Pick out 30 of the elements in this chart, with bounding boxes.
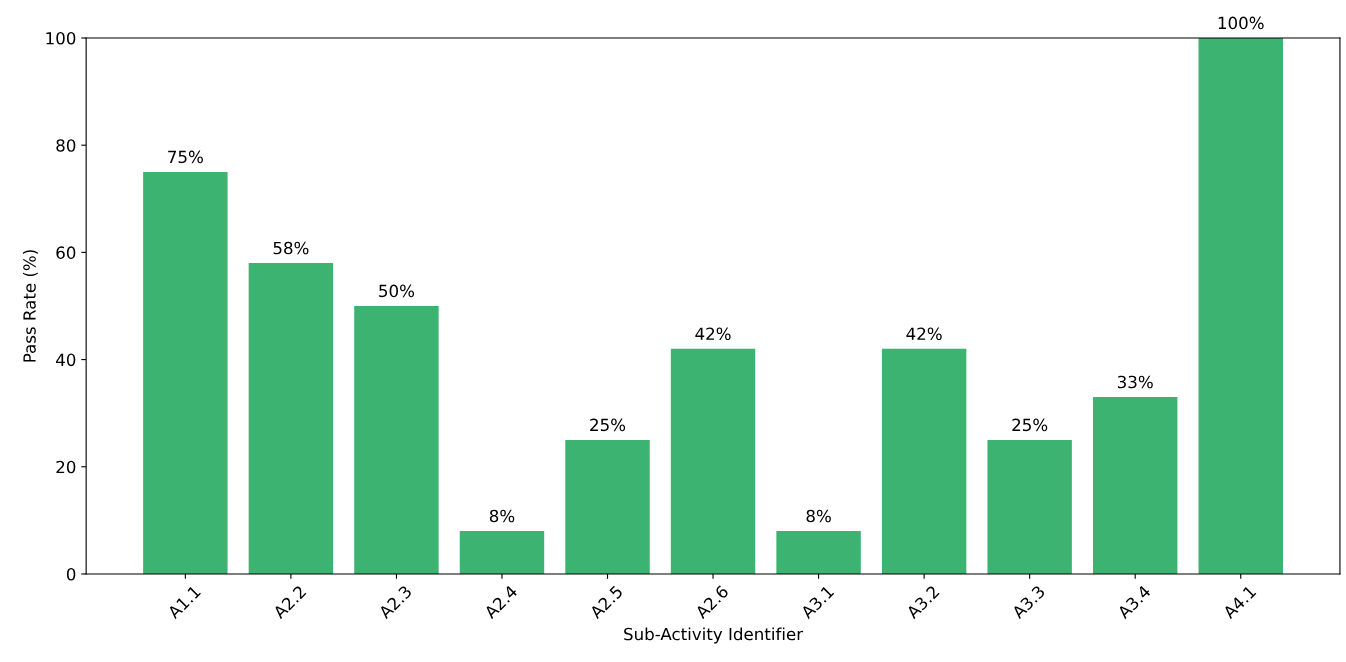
bar (565, 439, 650, 574)
data-label: 8% (806, 509, 831, 523)
y-tick-label: 40 (56, 353, 76, 367)
bar (1198, 38, 1283, 574)
bar (248, 263, 334, 574)
y-tick-label: 100 (46, 31, 76, 45)
bar (881, 348, 967, 574)
bar (776, 531, 861, 574)
bar (459, 531, 545, 574)
x-axis-title: Sub-Activity Identifier (624, 627, 804, 644)
data-label: 42% (695, 327, 731, 341)
bar (987, 439, 1072, 574)
data-label: 58% (273, 241, 309, 255)
data-label: 25% (1012, 418, 1048, 432)
y-tick-label: 60 (56, 246, 76, 259)
data-label: 25% (590, 418, 626, 432)
data-label: 100% (1218, 16, 1264, 30)
data-label: 50% (379, 284, 415, 298)
data-label: 8% (489, 509, 515, 523)
y-tick-label: 20 (56, 460, 76, 474)
data-label: 33% (1117, 375, 1153, 389)
bar (670, 348, 756, 574)
data-label: 75% (168, 150, 203, 164)
bar (1092, 397, 1178, 574)
y-tick-label: 80 (56, 139, 76, 152)
y-axis-title: Pass Rate (%) (22, 250, 38, 362)
data-label: 42% (906, 327, 942, 341)
bar (143, 171, 228, 574)
bar (354, 305, 439, 574)
y-tick-label: 0 (66, 567, 76, 581)
